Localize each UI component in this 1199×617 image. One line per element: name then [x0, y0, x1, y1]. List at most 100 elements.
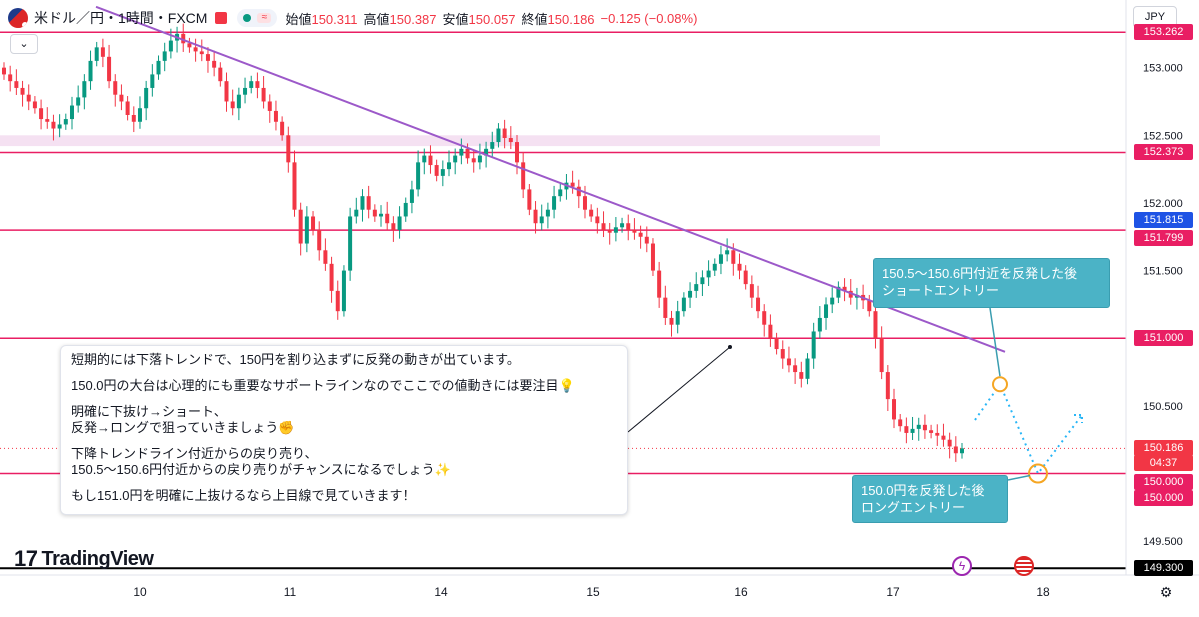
candle: [694, 272, 699, 298]
price-label-149300: 149.300: [1134, 560, 1193, 577]
candle: [749, 275, 754, 308]
candle-body: [774, 338, 779, 350]
short-callout-pointer: [989, 307, 1001, 377]
candle-body: [638, 232, 643, 237]
candle-body: [780, 349, 785, 359]
candle: [379, 205, 384, 227]
long-entry-marker[interactable]: [1028, 463, 1048, 484]
candle: [63, 113, 68, 130]
candle-body: [570, 182, 575, 187]
candle-body: [477, 155, 482, 163]
candle: [589, 204, 594, 222]
note-line: 反発→ロングで狙っていきましょう✊: [71, 420, 295, 435]
candle-body: [484, 148, 489, 156]
price-axis-tick: 149.500: [1143, 536, 1183, 548]
candle: [644, 226, 649, 253]
candle: [131, 106, 136, 133]
candle: [922, 414, 927, 439]
price-axis-tick: 150.500: [1143, 401, 1183, 413]
candle: [471, 149, 476, 173]
candle: [650, 238, 655, 276]
candle-body: [830, 297, 835, 305]
candle-body: [836, 286, 841, 298]
time-axis-tick: 15: [586, 585, 600, 599]
candle-body: [793, 365, 798, 373]
symbol-title[interactable]: 米ドル／円・1時間・FXCM: [34, 10, 208, 26]
candle: [552, 185, 557, 219]
candle-body: [280, 121, 285, 136]
callout-line: ロングエントリー: [861, 500, 966, 515]
candle-body: [45, 119, 50, 122]
candle: [836, 281, 841, 304]
candle-body: [261, 87, 266, 102]
candle: [811, 322, 816, 369]
collapse-legend-button[interactable]: ⌄: [10, 34, 38, 54]
candle: [762, 304, 767, 337]
us-event-flag-icon[interactable]: [1014, 556, 1034, 576]
candle-body: [249, 81, 254, 88]
candle-body: [650, 243, 655, 271]
short-entry-marker[interactable]: [992, 376, 1008, 393]
candle-body: [354, 209, 359, 217]
candle: [718, 245, 723, 275]
candle: [181, 23, 186, 52]
tradingview-logo: 17 TradingView: [14, 546, 154, 572]
candle: [45, 107, 50, 129]
candle-body: [539, 216, 544, 224]
candle: [626, 214, 631, 241]
short-entry-callout[interactable]: 150.5〜150.6円付近を反発した後 ショートエントリー: [873, 258, 1110, 308]
candle: [502, 119, 507, 149]
gear-icon[interactable]: ⚙: [1159, 584, 1173, 600]
candle-body: [335, 290, 340, 312]
candle-body: [156, 60, 161, 75]
candle: [385, 201, 390, 231]
candle-body: [663, 297, 668, 318]
analysis-note[interactable]: 短期的には下落トレンドで、150円を割り込まずに反発の動きが出ています。 150…: [60, 345, 628, 515]
candle: [391, 216, 396, 242]
event-lightning-icon[interactable]: ϟ: [952, 556, 972, 576]
candle-body: [527, 189, 532, 210]
candle-body: [904, 426, 909, 433]
candle-body: [465, 148, 470, 159]
candle-body: [434, 165, 439, 176]
candle-body: [756, 297, 761, 312]
candle: [409, 180, 414, 214]
candle: [743, 265, 748, 290]
time-axis-tick: 17: [886, 585, 900, 599]
candle: [292, 150, 297, 217]
note-line: 150.0円の大台は心理的にも重要なサポートラインなのでここでの値動きには要注目…: [71, 378, 575, 393]
candle: [261, 76, 266, 109]
status-pill[interactable]: ≈: [237, 9, 278, 27]
candle-body: [88, 60, 93, 82]
candle: [521, 152, 526, 199]
candle-body: [725, 250, 730, 255]
candle-body: [236, 94, 241, 109]
candle-body: [916, 424, 921, 429]
candle-body: [385, 213, 390, 224]
candle-body: [601, 223, 606, 230]
note-anchor-dot: [728, 345, 732, 349]
candle-body: [409, 189, 414, 203]
candle-body: [212, 60, 217, 68]
candle-body: [521, 162, 526, 190]
low-value: 安値150.057: [442, 11, 516, 27]
long-entry-callout[interactable]: 150.0円を反発した後 ロングエントリー: [852, 475, 1008, 523]
candle: [168, 28, 173, 59]
candle-body: [273, 110, 278, 122]
candle-body: [700, 277, 705, 285]
candle: [700, 270, 705, 297]
candle-body: [502, 128, 507, 138]
price-axis-tick: 153.000: [1143, 63, 1183, 75]
candle: [873, 302, 878, 349]
candle: [885, 365, 890, 412]
candle-body: [379, 213, 384, 217]
candle-body: [558, 189, 563, 197]
candle: [137, 96, 142, 129]
candle: [613, 217, 618, 242]
candle: [440, 160, 445, 187]
candle-body: [131, 115, 136, 122]
price-change: −0.125 (−0.08%): [600, 10, 698, 26]
candle: [82, 74, 87, 110]
downtrend-line[interactable]: [95, 5, 1006, 353]
